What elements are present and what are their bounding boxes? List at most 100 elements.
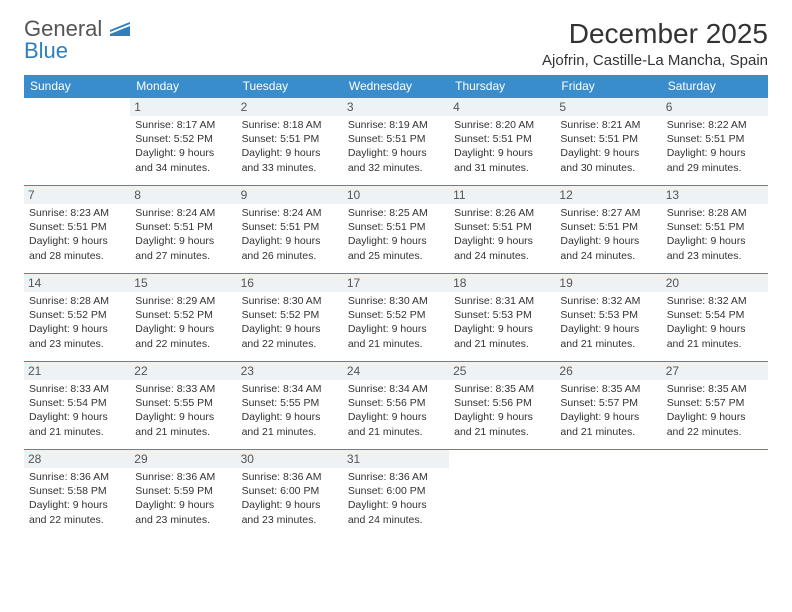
calendar-cell: 4Sunrise: 8:20 AMSunset: 5:51 PMDaylight… xyxy=(449,98,555,186)
sunset-text: Sunset: 5:54 PM xyxy=(29,396,125,410)
weekday-header: Tuesday xyxy=(237,75,343,98)
sunrise-text: Sunrise: 8:35 AM xyxy=(560,382,656,396)
day-details: Sunrise: 8:36 AMSunset: 6:00 PMDaylight:… xyxy=(242,470,338,527)
sunset-text: Sunset: 5:56 PM xyxy=(348,396,444,410)
day-number: 16 xyxy=(237,274,343,292)
day-number: 26 xyxy=(555,362,661,380)
daylight-text: Daylight: 9 hours and 21 minutes. xyxy=(454,322,550,350)
day-details: Sunrise: 8:28 AMSunset: 5:51 PMDaylight:… xyxy=(667,206,763,263)
daylight-text: Daylight: 9 hours and 23 minutes. xyxy=(29,322,125,350)
day-number: 13 xyxy=(662,186,768,204)
calendar-cell xyxy=(24,98,130,186)
sunrise-text: Sunrise: 8:32 AM xyxy=(667,294,763,308)
sunrise-text: Sunrise: 8:28 AM xyxy=(667,206,763,220)
title-block: December 2025 Ajofrin, Castille-La Manch… xyxy=(542,18,768,69)
sunset-text: Sunset: 5:52 PM xyxy=(348,308,444,322)
sunset-text: Sunset: 5:51 PM xyxy=(454,220,550,234)
calendar-cell: 27Sunrise: 8:35 AMSunset: 5:57 PMDayligh… xyxy=(662,362,768,450)
day-number: 10 xyxy=(343,186,449,204)
sunrise-text: Sunrise: 8:32 AM xyxy=(560,294,656,308)
calendar-cell: 19Sunrise: 8:32 AMSunset: 5:53 PMDayligh… xyxy=(555,274,661,362)
sunrise-text: Sunrise: 8:35 AM xyxy=(454,382,550,396)
daylight-text: Daylight: 9 hours and 32 minutes. xyxy=(348,146,444,174)
daylight-text: Daylight: 9 hours and 25 minutes. xyxy=(348,234,444,262)
sunset-text: Sunset: 6:00 PM xyxy=(348,484,444,498)
sunrise-text: Sunrise: 8:28 AM xyxy=(29,294,125,308)
sunset-text: Sunset: 5:57 PM xyxy=(560,396,656,410)
sunrise-text: Sunrise: 8:31 AM xyxy=(454,294,550,308)
sunset-text: Sunset: 5:52 PM xyxy=(135,132,231,146)
calendar-cell xyxy=(449,450,555,538)
weekday-header-row: Sunday Monday Tuesday Wednesday Thursday… xyxy=(24,75,768,98)
day-number: 17 xyxy=(343,274,449,292)
sunset-text: Sunset: 5:51 PM xyxy=(454,132,550,146)
calendar-cell: 18Sunrise: 8:31 AMSunset: 5:53 PMDayligh… xyxy=(449,274,555,362)
day-number: 9 xyxy=(237,186,343,204)
sunset-text: Sunset: 5:56 PM xyxy=(454,396,550,410)
day-number: 1 xyxy=(130,98,236,116)
sunset-text: Sunset: 5:51 PM xyxy=(242,132,338,146)
day-details: Sunrise: 8:31 AMSunset: 5:53 PMDaylight:… xyxy=(454,294,550,351)
day-details: Sunrise: 8:21 AMSunset: 5:51 PMDaylight:… xyxy=(560,118,656,175)
sunrise-text: Sunrise: 8:26 AM xyxy=(454,206,550,220)
sunset-text: Sunset: 5:52 PM xyxy=(29,308,125,322)
sunset-text: Sunset: 5:51 PM xyxy=(29,220,125,234)
sunrise-text: Sunrise: 8:24 AM xyxy=(242,206,338,220)
day-details: Sunrise: 8:17 AMSunset: 5:52 PMDaylight:… xyxy=(135,118,231,175)
day-number: 29 xyxy=(130,450,236,468)
page-header: General Blue December 2025 Ajofrin, Cast… xyxy=(24,18,768,69)
day-number: 25 xyxy=(449,362,555,380)
month-title: December 2025 xyxy=(542,18,768,50)
daylight-text: Daylight: 9 hours and 21 minutes. xyxy=(560,322,656,350)
sunrise-text: Sunrise: 8:22 AM xyxy=(667,118,763,132)
weekday-header: Saturday xyxy=(662,75,768,98)
sunrise-text: Sunrise: 8:36 AM xyxy=(242,470,338,484)
sunrise-text: Sunrise: 8:27 AM xyxy=(560,206,656,220)
day-number: 31 xyxy=(343,450,449,468)
sunset-text: Sunset: 5:55 PM xyxy=(135,396,231,410)
daylight-text: Daylight: 9 hours and 27 minutes. xyxy=(135,234,231,262)
daylight-text: Daylight: 9 hours and 22 minutes. xyxy=(667,410,763,438)
daylight-text: Daylight: 9 hours and 21 minutes. xyxy=(348,322,444,350)
daylight-text: Daylight: 9 hours and 26 minutes. xyxy=(242,234,338,262)
daylight-text: Daylight: 9 hours and 21 minutes. xyxy=(242,410,338,438)
day-number: 27 xyxy=(662,362,768,380)
day-number: 23 xyxy=(237,362,343,380)
day-number: 12 xyxy=(555,186,661,204)
sunrise-text: Sunrise: 8:36 AM xyxy=(135,470,231,484)
sunrise-text: Sunrise: 8:30 AM xyxy=(348,294,444,308)
weekday-header: Thursday xyxy=(449,75,555,98)
day-details: Sunrise: 8:26 AMSunset: 5:51 PMDaylight:… xyxy=(454,206,550,263)
sunrise-text: Sunrise: 8:18 AM xyxy=(242,118,338,132)
sunset-text: Sunset: 5:51 PM xyxy=(348,220,444,234)
sunrise-text: Sunrise: 8:23 AM xyxy=(29,206,125,220)
day-details: Sunrise: 8:23 AMSunset: 5:51 PMDaylight:… xyxy=(29,206,125,263)
day-details: Sunrise: 8:28 AMSunset: 5:52 PMDaylight:… xyxy=(29,294,125,351)
daylight-text: Daylight: 9 hours and 21 minutes. xyxy=(135,410,231,438)
logo: General Blue xyxy=(24,18,130,62)
calendar-cell: 2Sunrise: 8:18 AMSunset: 5:51 PMDaylight… xyxy=(237,98,343,186)
sunset-text: Sunset: 5:57 PM xyxy=(667,396,763,410)
day-details: Sunrise: 8:35 AMSunset: 5:56 PMDaylight:… xyxy=(454,382,550,439)
calendar-cell: 3Sunrise: 8:19 AMSunset: 5:51 PMDaylight… xyxy=(343,98,449,186)
sunset-text: Sunset: 5:54 PM xyxy=(667,308,763,322)
daylight-text: Daylight: 9 hours and 23 minutes. xyxy=(667,234,763,262)
day-number: 14 xyxy=(24,274,130,292)
calendar-cell: 9Sunrise: 8:24 AMSunset: 5:51 PMDaylight… xyxy=(237,186,343,274)
daylight-text: Daylight: 9 hours and 22 minutes. xyxy=(242,322,338,350)
calendar-cell xyxy=(662,450,768,538)
day-details: Sunrise: 8:27 AMSunset: 5:51 PMDaylight:… xyxy=(560,206,656,263)
day-details: Sunrise: 8:34 AMSunset: 5:56 PMDaylight:… xyxy=(348,382,444,439)
day-details: Sunrise: 8:24 AMSunset: 5:51 PMDaylight:… xyxy=(135,206,231,263)
calendar-cell: 10Sunrise: 8:25 AMSunset: 5:51 PMDayligh… xyxy=(343,186,449,274)
calendar-cell: 30Sunrise: 8:36 AMSunset: 6:00 PMDayligh… xyxy=(237,450,343,538)
sunrise-text: Sunrise: 8:19 AM xyxy=(348,118,444,132)
daylight-text: Daylight: 9 hours and 34 minutes. xyxy=(135,146,231,174)
daylight-text: Daylight: 9 hours and 21 minutes. xyxy=(560,410,656,438)
sunset-text: Sunset: 5:59 PM xyxy=(135,484,231,498)
sunrise-text: Sunrise: 8:30 AM xyxy=(242,294,338,308)
calendar-row: 7Sunrise: 8:23 AMSunset: 5:51 PMDaylight… xyxy=(24,186,768,274)
sunset-text: Sunset: 5:53 PM xyxy=(560,308,656,322)
day-details: Sunrise: 8:34 AMSunset: 5:55 PMDaylight:… xyxy=(242,382,338,439)
sunrise-text: Sunrise: 8:34 AM xyxy=(348,382,444,396)
